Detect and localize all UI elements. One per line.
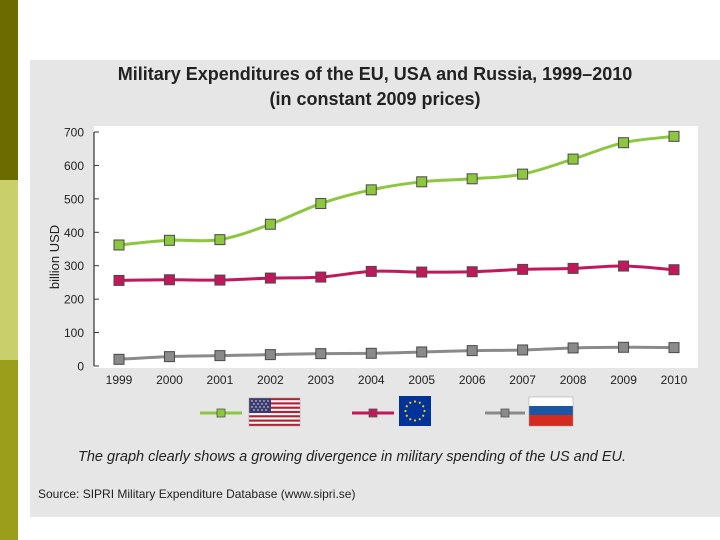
data-point-eu: [517, 263, 529, 275]
data-point-eu: [214, 274, 226, 286]
legend: [200, 396, 574, 427]
legend-usa-marker: [216, 408, 226, 418]
decor-band-top: [0, 0, 18, 180]
chart-subtitle: (in constant 2009 prices): [269, 89, 481, 109]
y-tick-label: 200: [64, 293, 84, 307]
y-tick-label: 0: [77, 360, 84, 374]
data-point-russia: [365, 347, 377, 359]
x-tick-label: 2001: [207, 373, 234, 387]
x-tick-label: 2009: [610, 373, 637, 387]
data-point-eu: [163, 274, 175, 286]
legend-russia-marker: [500, 408, 510, 418]
x-tick-label: 2004: [358, 373, 385, 387]
data-point-usa: [466, 173, 478, 185]
data-point-eu: [618, 260, 630, 272]
chart-caption: The graph clearly shows a growing diverg…: [78, 449, 627, 465]
data-point-eu: [315, 271, 327, 283]
x-tick-label: 2002: [257, 373, 284, 387]
x-tick-label: 2010: [661, 373, 688, 387]
eu-flag-icon: [399, 396, 431, 426]
data-point-eu: [113, 274, 125, 286]
decor-band-middle: [0, 180, 18, 360]
data-point-usa: [517, 168, 529, 180]
legend-item-usa: [200, 397, 301, 427]
x-tick-label: 2000: [156, 373, 183, 387]
data-point-eu: [567, 262, 579, 274]
data-point-usa: [668, 130, 680, 142]
data-point-russia: [264, 349, 276, 361]
data-point-usa: [365, 184, 377, 196]
y-tick-label: 100: [64, 326, 84, 340]
data-point-eu: [365, 265, 377, 277]
x-tick-label: 2008: [560, 373, 587, 387]
x-tick-label: 2005: [408, 373, 435, 387]
data-point-usa: [567, 153, 579, 165]
x-tick-label: 1999: [106, 373, 133, 387]
x-tick-label: 2003: [307, 373, 334, 387]
data-point-russia: [416, 346, 428, 358]
y-tick-label: 600: [64, 159, 84, 173]
y-tick-label: 700: [64, 126, 84, 140]
y-tick-label: 500: [64, 192, 84, 206]
data-point-eu: [416, 266, 428, 278]
data-point-russia: [567, 342, 579, 354]
data-point-eu: [668, 264, 680, 276]
data-point-eu: [264, 272, 276, 284]
data-point-russia: [214, 350, 226, 362]
data-point-usa: [113, 239, 125, 251]
x-tick-label: 2006: [459, 373, 486, 387]
chart-title: Military Expenditures of the EU, USA and…: [117, 64, 633, 84]
source-note: Source: SIPRI Military Expenditure Datab…: [38, 487, 356, 501]
y-tick-label: 400: [64, 226, 84, 240]
y-tick-label: 300: [64, 259, 84, 273]
decor-band-bottom: [0, 360, 18, 540]
us-flag-icon: [248, 397, 301, 427]
data-point-usa: [163, 234, 175, 246]
data-point-russia: [466, 345, 478, 357]
russia-flag-icon: [528, 396, 574, 427]
data-point-usa: [214, 234, 226, 246]
data-point-russia: [517, 344, 529, 356]
data-point-usa: [416, 176, 428, 188]
legend-item-russia: [485, 396, 574, 427]
data-point-russia: [315, 348, 327, 360]
legend-eu-marker: [368, 408, 378, 418]
data-point-russia: [163, 351, 175, 363]
data-point-russia: [113, 353, 125, 365]
legend-item-eu: [352, 396, 431, 426]
y-axis-label: billion USD: [47, 225, 62, 289]
data-point-usa: [618, 137, 630, 149]
plot-area: [94, 126, 698, 368]
data-point-usa: [315, 198, 327, 210]
x-tick-label: 2007: [509, 373, 536, 387]
data-point-russia: [618, 341, 630, 353]
data-point-russia: [668, 342, 680, 354]
data-point-eu: [466, 266, 478, 278]
data-point-usa: [264, 218, 276, 230]
